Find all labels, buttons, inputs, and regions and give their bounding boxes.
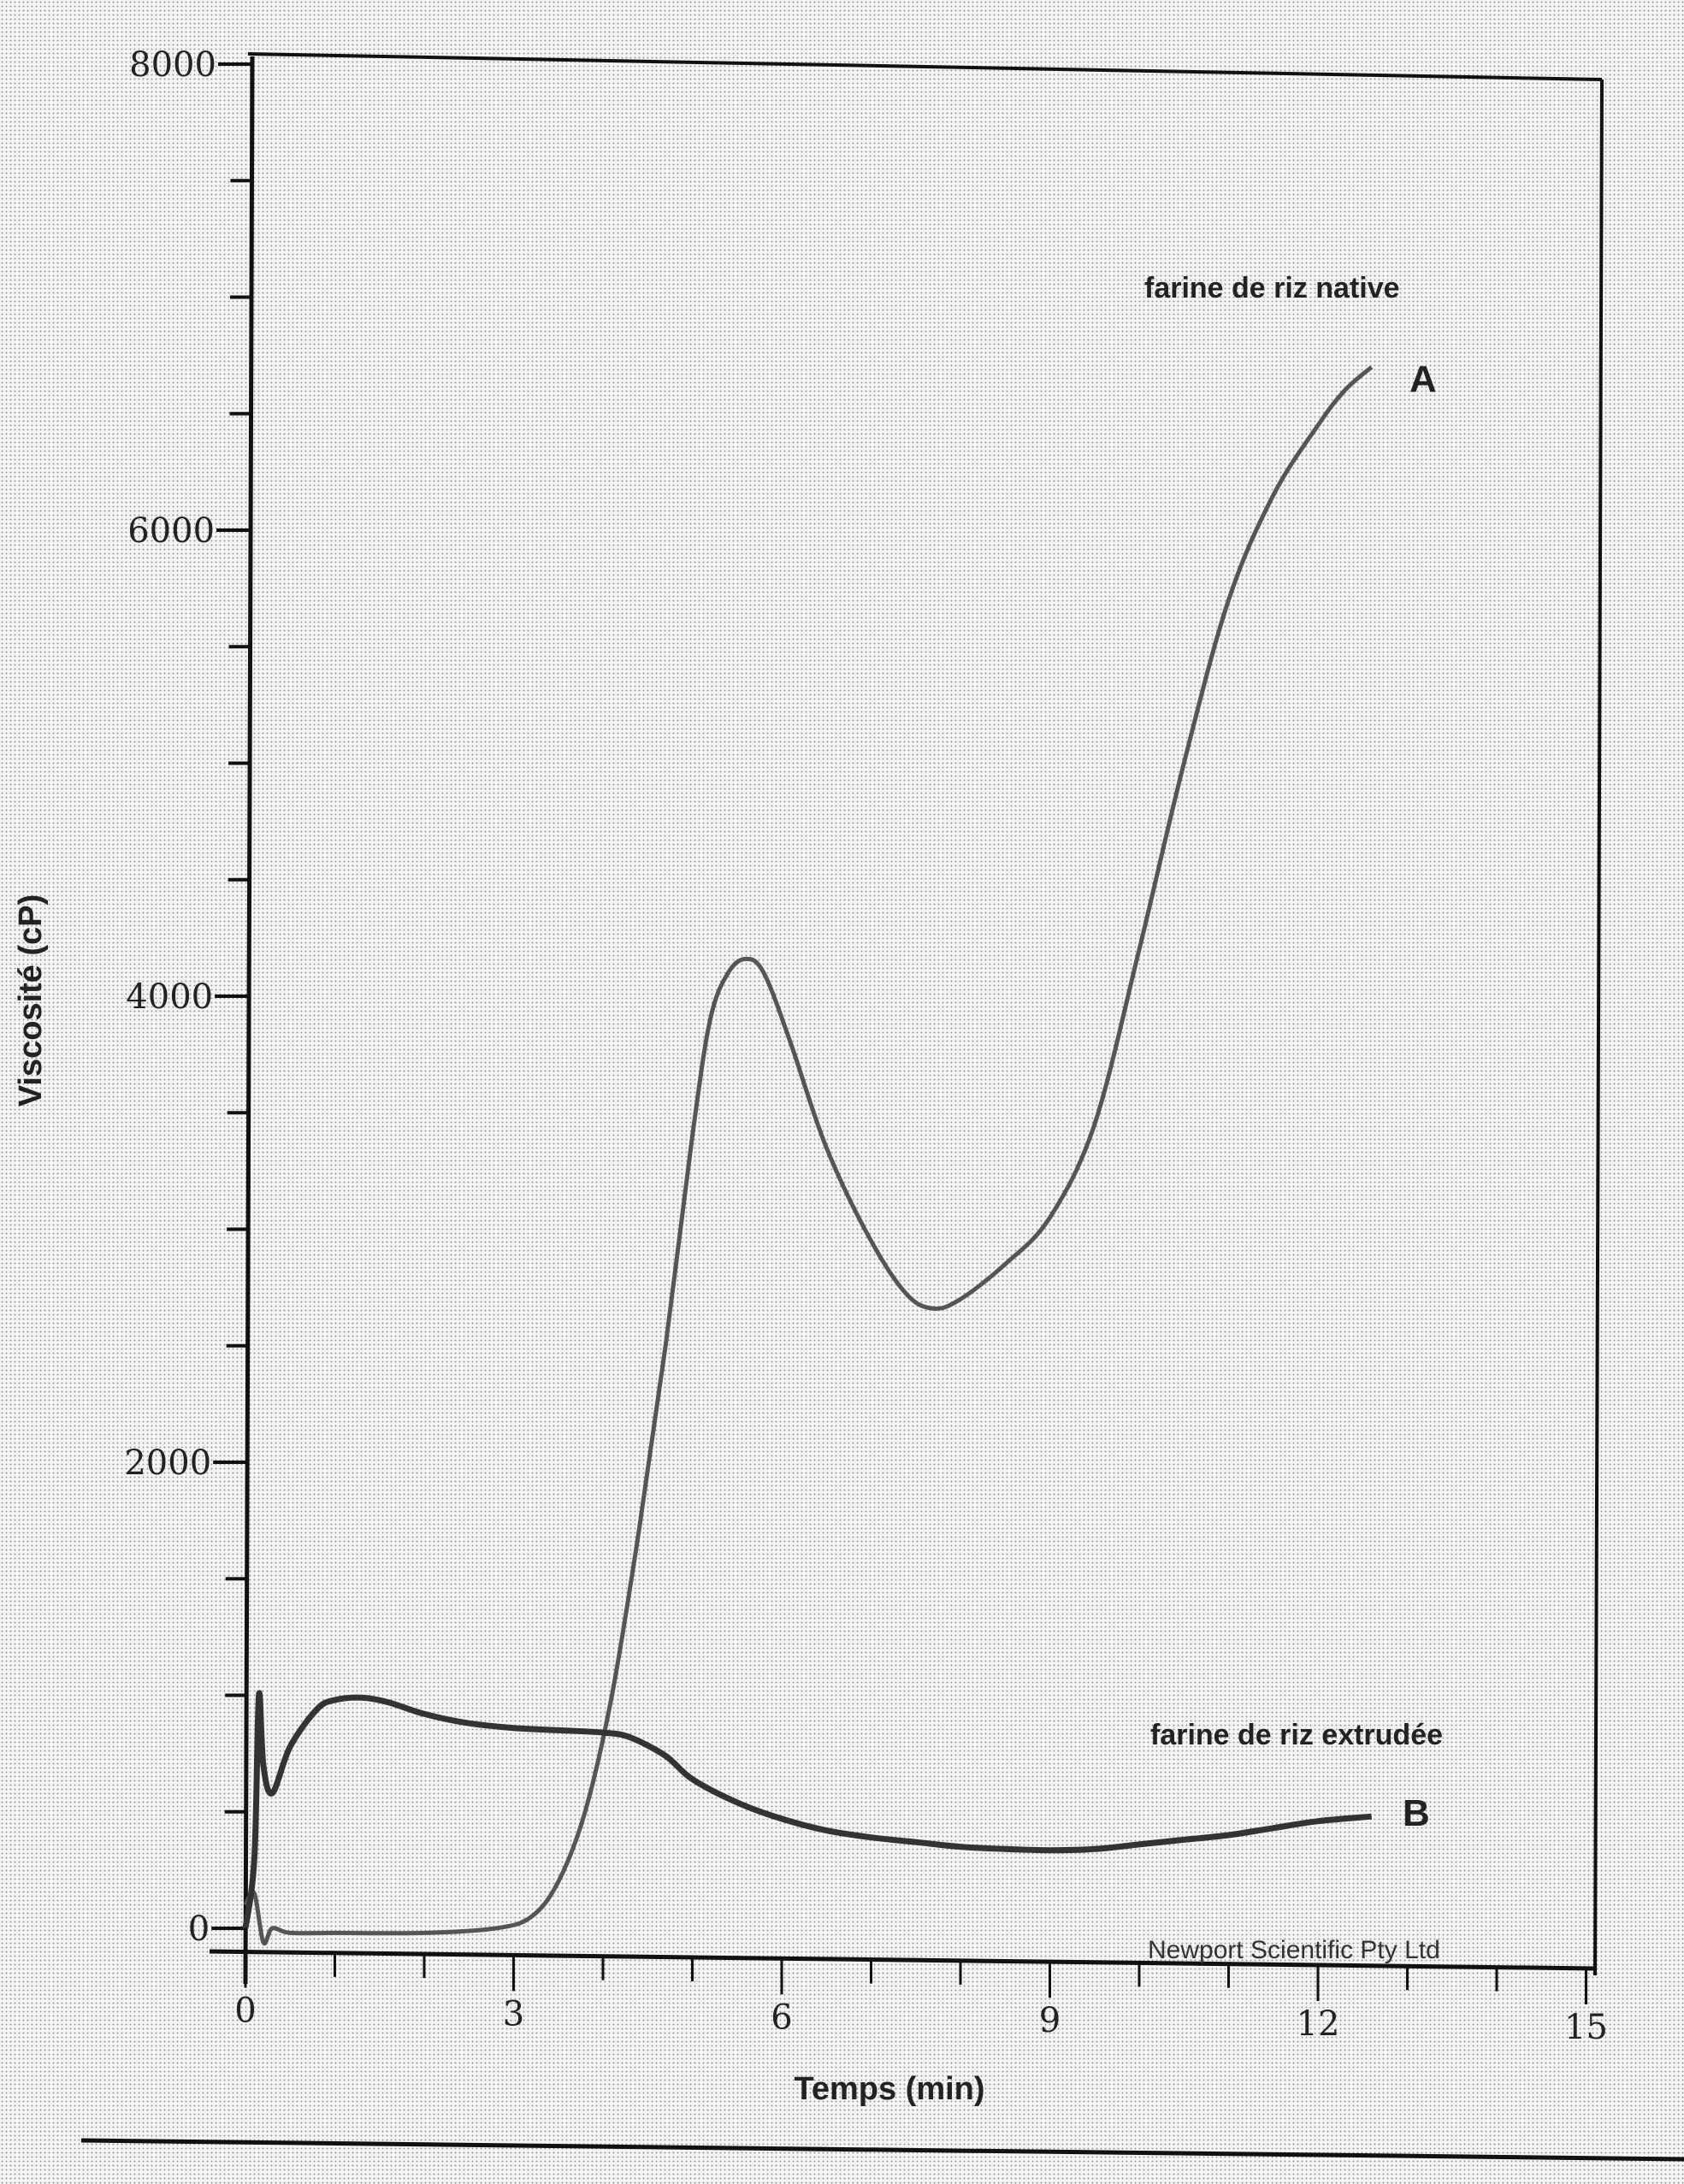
- annotation-native: farine de riz native: [1144, 272, 1400, 304]
- annotation-extruded: farine de riz extrudée: [1150, 1719, 1443, 1751]
- y-tick-label: 6000: [127, 511, 215, 551]
- x-tick-label: 0: [234, 1992, 256, 2031]
- x-tick-label: 6: [771, 1998, 792, 2037]
- plot-frame: [80, 52, 1684, 2162]
- y-tick-label: 0: [188, 1910, 210, 1949]
- x-tick-label: 9: [1039, 2001, 1061, 2040]
- y-tick-label: 8000: [129, 45, 216, 85]
- y-axis-ticks: 0 2000 4000 6000 8000: [124, 45, 252, 1949]
- x-tick-label: 12: [1297, 2004, 1340, 2044]
- x-tick-label: 15: [1564, 2008, 1608, 2047]
- y-tick-label: 4000: [126, 977, 213, 1017]
- y-axis-title: Viscosité (cP): [13, 894, 49, 1107]
- x-axis-title: Temps (min): [794, 2071, 984, 2107]
- x-tick-label: 3: [503, 1994, 524, 2033]
- x-axis-ticks: 0 3 6 9 12 15: [234, 1951, 1608, 2047]
- y-tick-label: 2000: [124, 1443, 211, 1483]
- y-axis-line: [243, 56, 255, 1985]
- x-axis-line: [209, 1949, 1596, 1971]
- curve-label-a: A: [1409, 358, 1437, 400]
- curve-label-b: B: [1403, 1792, 1430, 1834]
- right-border: [1593, 79, 1604, 1976]
- top-border: [247, 52, 1603, 81]
- series-native-rice-flour-line: [243, 365, 1374, 1946]
- series-extruded-rice-flour-line: [242, 1690, 1373, 1929]
- page-baseline: [80, 2138, 1684, 2162]
- manufacturer-credit: Newport Scientific Pty Ltd: [1148, 1936, 1440, 1964]
